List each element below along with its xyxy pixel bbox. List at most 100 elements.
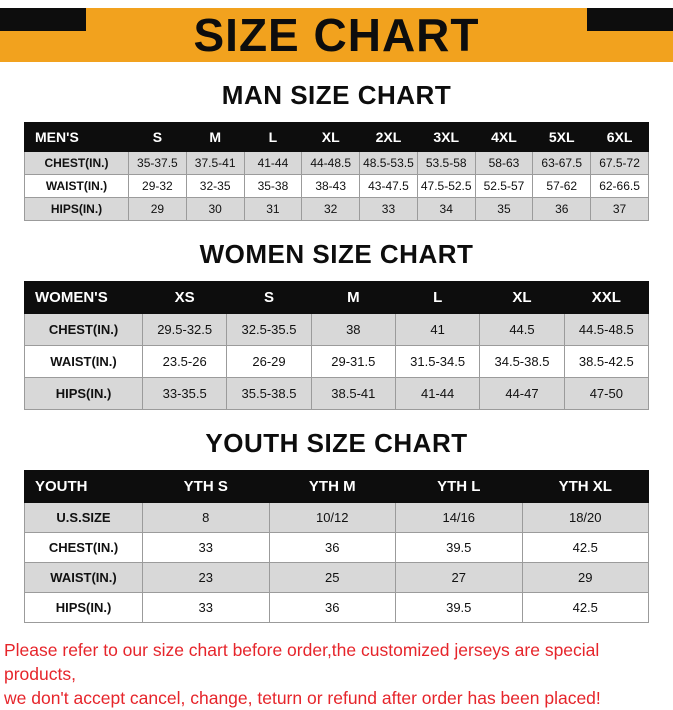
table-header-row: MEN'S S M L XL 2XL 3XL 4XL 5XL 6XL [24, 122, 649, 152]
row-label-cell: HIPS(IN.) [24, 197, 129, 221]
value-cell: 57-62 [532, 174, 592, 198]
value-cell: 63-67.5 [532, 151, 592, 175]
value-cell: 36 [268, 592, 396, 623]
value-cell: 27 [395, 562, 523, 593]
size-column-header: 2XL [359, 122, 418, 152]
value-cell: 31 [243, 197, 303, 221]
row-label-cell: HIPS(IN.) [24, 377, 143, 410]
value-cell: 47-50 [563, 377, 650, 410]
value-cell: 33 [142, 532, 270, 563]
measurement-row: HIPS(IN.) 33-35.5 35.5-38.5 38.5-41 41-44 44-… [24, 377, 650, 410]
value-cell: 29 [521, 562, 649, 593]
measurement-row: WAIST(IN.) 23.5-26 26-29 29-31.5 31.5-34.5 34… [24, 345, 650, 378]
measurement-row: U.S.SIZE 8 10/12 14/16 18/20 [24, 502, 649, 533]
value-cell: 38.5-42.5 [563, 345, 650, 378]
footer-line-2: we don't accept cancel, change, teturn o… [4, 688, 601, 708]
value-cell: 35 [474, 197, 534, 221]
row-label-cell: U.S.SIZE [24, 502, 143, 533]
table-header-row: WOMEN'S XS S M L XL XXL [24, 281, 650, 314]
value-cell: 10/12 [268, 502, 396, 533]
value-cell: 32-35 [185, 174, 245, 198]
value-cell: 35.5-38.5 [226, 377, 312, 410]
row-label-cell: HIPS(IN.) [24, 592, 143, 623]
measurement-row: CHEST(IN.) 33 36 39.5 42.5 [24, 532, 649, 563]
row-label-cell: WAIST(IN.) [24, 345, 143, 378]
value-cell: 14/16 [395, 502, 523, 533]
size-column-header: 6XL [590, 122, 649, 152]
value-cell: 43-47.5 [359, 174, 418, 198]
value-cell: 44-47 [479, 377, 565, 410]
size-column-header: YTH S [142, 470, 270, 503]
value-cell: 38.5-41 [310, 377, 396, 410]
value-cell: 26-29 [226, 345, 312, 378]
row-label-cell: CHEST(IN.) [24, 532, 143, 563]
table-header-row: YOUTH YTH S YTH M YTH L YTH XL [24, 470, 649, 503]
value-cell: 36 [532, 197, 592, 221]
size-column-header: 4XL [474, 122, 534, 152]
page-title: SIZE CHART [193, 9, 480, 61]
value-cell: 31.5-34.5 [394, 345, 481, 378]
value-cell: 44.5 [479, 313, 565, 346]
value-cell: 47.5-52.5 [416, 174, 476, 198]
value-cell: 33-35.5 [141, 377, 228, 410]
value-cell: 44-48.5 [301, 151, 361, 175]
table-title-cell: YOUTH [24, 470, 143, 503]
value-cell: 48.5-53.5 [359, 151, 418, 175]
size-column-header: XXL [563, 281, 650, 314]
measurement-row: HIPS(IN.) 33 36 39.5 42.5 [24, 592, 649, 623]
men-section-heading: MAN SIZE CHART [221, 80, 452, 110]
size-column-header: M [185, 122, 245, 152]
size-column-header: YTH L [395, 470, 523, 503]
banner-corner-left [0, 8, 86, 31]
size-column-header: L [243, 122, 303, 152]
value-cell: 25 [268, 562, 396, 593]
size-column-header: YTH M [268, 470, 396, 503]
youth-size-table: YOUTH YTH S YTH M YTH L YTH XL U.S.SIZE 8 10/12… [24, 470, 649, 623]
value-cell: 18/20 [521, 502, 649, 533]
value-cell: 53.5-58 [416, 151, 476, 175]
value-cell: 8 [142, 502, 270, 533]
value-cell: 29-32 [128, 174, 187, 198]
size-column-header: 5XL [532, 122, 592, 152]
size-column-header: XS [141, 281, 228, 314]
banner-corner-right [587, 8, 673, 31]
value-cell: 36 [268, 532, 396, 563]
size-column-header: S [226, 281, 312, 314]
value-cell: 37 [590, 197, 649, 221]
value-cell: 29 [128, 197, 187, 221]
value-cell: 29-31.5 [310, 345, 396, 378]
value-cell: 38 [310, 313, 396, 346]
value-cell: 34 [416, 197, 476, 221]
measurement-row: WAIST(IN.) 23 25 27 29 [24, 562, 649, 593]
youth-section-heading: YOUTH SIZE CHART [205, 428, 468, 458]
value-cell: 29.5-32.5 [141, 313, 228, 346]
value-cell: 41-44 [243, 151, 303, 175]
table-title-cell: WOMEN'S [24, 281, 143, 314]
value-cell: 67.5-72 [590, 151, 649, 175]
row-label-cell: WAIST(IN.) [24, 174, 129, 198]
size-column-header: YTH XL [521, 470, 649, 503]
size-column-header: XL [301, 122, 361, 152]
value-cell: 62-66.5 [590, 174, 649, 198]
value-cell: 35-38 [243, 174, 303, 198]
footer-line-1: Please refer to our size chart before or… [4, 640, 600, 684]
value-cell: 42.5 [521, 592, 649, 623]
value-cell: 33 [359, 197, 418, 221]
measurement-row: CHEST(IN.) 35-37.5 37.5-41 41-44 44-48.5 48.5… [24, 151, 649, 175]
row-label-cell: CHEST(IN.) [24, 151, 129, 175]
value-cell: 37.5-41 [185, 151, 245, 175]
measurement-row: CHEST(IN.) 29.5-32.5 32.5-35.5 38 41 44.5 44.5… [24, 313, 650, 346]
size-column-header: M [310, 281, 396, 314]
value-cell: 34.5-38.5 [479, 345, 565, 378]
row-label-cell: WAIST(IN.) [24, 562, 143, 593]
value-cell: 58-63 [474, 151, 534, 175]
size-column-header: 3XL [416, 122, 476, 152]
value-cell: 52.5-57 [474, 174, 534, 198]
value-cell: 38-43 [301, 174, 361, 198]
value-cell: 23.5-26 [141, 345, 228, 378]
value-cell: 42.5 [521, 532, 649, 563]
measurement-row: WAIST(IN.) 29-32 32-35 35-38 38-43 43-47.5 47.… [24, 174, 649, 198]
value-cell: 30 [185, 197, 245, 221]
table-title-cell: MEN'S [24, 122, 129, 152]
women-section-heading: WOMEN SIZE CHART [199, 239, 474, 269]
